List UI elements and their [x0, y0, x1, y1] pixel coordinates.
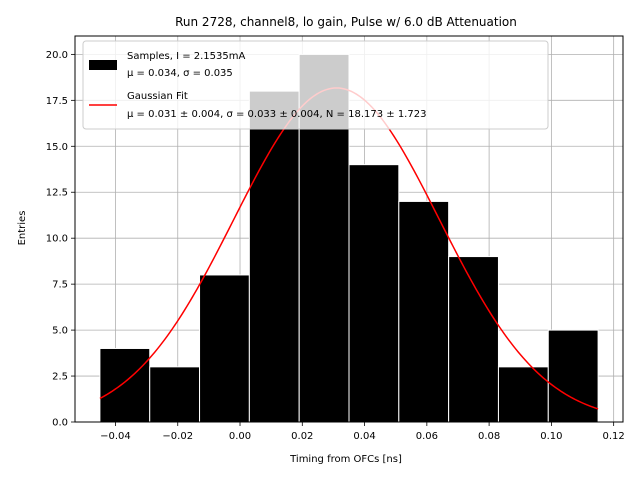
legend-samples-stats: μ = 0.034, σ = 0.035: [127, 68, 233, 79]
y-tick-label: 15.0: [46, 142, 68, 153]
histogram-bars: [99, 53, 599, 423]
plot-frame: [74, 35, 624, 423]
x-tick-label: −0.02: [162, 431, 193, 442]
y-tick-label: 20.0: [46, 50, 68, 61]
x-axis-label: Timing from OFCs [ns]: [289, 454, 402, 465]
legend-samples-swatch: [89, 60, 117, 70]
histogram-bar: [398, 200, 450, 423]
legend: Samples, I = 2.1535mA μ = 0.034, σ = 0.0…: [82, 40, 549, 130]
y-tick-label: 12.5: [46, 188, 68, 199]
histogram-bar: [448, 256, 499, 423]
histogram-bar: [199, 274, 250, 423]
chart-title: Run 2728, channel8, lo gain, Pulse w/ 6.…: [175, 15, 517, 29]
y-tick-label: 17.5: [46, 96, 68, 107]
x-tick-label: −0.04: [100, 431, 131, 442]
histogram-bar: [547, 329, 599, 423]
x-tick-label: 0.08: [478, 431, 500, 442]
y-tick-label: 7.5: [52, 280, 68, 291]
x-tick-label: 0.02: [291, 431, 313, 442]
legend-fit-stats: μ = 0.031 ± 0.004, σ = 0.033 ± 0.004, N …: [127, 109, 426, 120]
axis-ticks: −0.04 −0.02 0.00 0.02 0.04 0.06 0.08 0.10 0.12 0.…: [46, 50, 625, 442]
histogram-bar: [497, 366, 549, 423]
y-tick-label: 0.0: [52, 418, 68, 429]
x-tick-label: 0.00: [229, 431, 251, 442]
legend-box: [82, 40, 549, 130]
x-tick-label: 0.06: [416, 431, 438, 442]
legend-fit-label: Gaussian Fit: [127, 91, 188, 102]
y-tick-label: 5.0: [52, 326, 68, 337]
y-tick-label: 2.5: [52, 372, 68, 383]
histogram-bar: [348, 164, 400, 423]
legend-samples-label: Samples, I = 2.1535mA: [127, 51, 245, 62]
y-tick-label: 10.0: [46, 234, 68, 245]
x-tick-label: 0.04: [353, 431, 375, 442]
x-tick-label: 0.10: [540, 431, 562, 442]
y-axis-label: Entries: [17, 211, 28, 246]
histogram-bar: [99, 347, 151, 423]
histogram-bar: [149, 366, 201, 423]
histogram-bar: [248, 90, 300, 423]
x-tick-label: 0.12: [603, 431, 625, 442]
